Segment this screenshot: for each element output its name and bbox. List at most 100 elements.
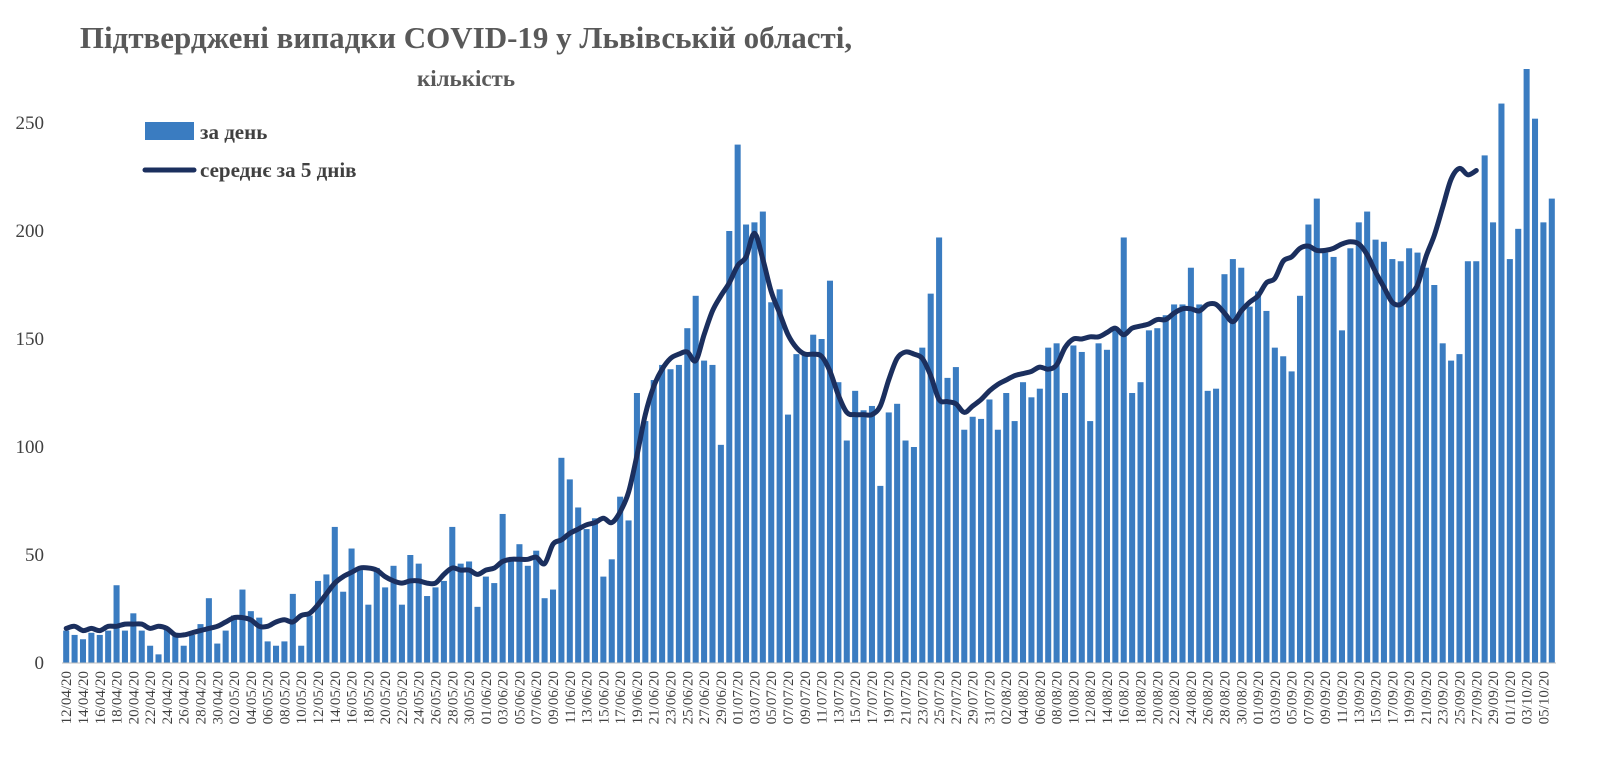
x-tick-label: 19/07/20 <box>882 671 898 724</box>
bar <box>1305 224 1312 663</box>
bar <box>910 447 917 663</box>
bar <box>189 634 196 663</box>
bar <box>1464 261 1471 663</box>
bar <box>1129 393 1136 663</box>
bar <box>365 604 372 663</box>
bar <box>936 237 943 664</box>
bar <box>1414 252 1421 663</box>
x-tick-label: 21/07/20 <box>899 671 915 724</box>
bar <box>432 587 439 663</box>
bar <box>1473 261 1480 663</box>
x-tick-label: 13/09/20 <box>1352 671 1368 724</box>
x-tick-label: 22/04/20 <box>143 671 159 724</box>
bar <box>491 583 498 663</box>
bar <box>608 559 615 663</box>
x-tick-label: 27/06/20 <box>697 671 713 724</box>
bar <box>1011 421 1018 663</box>
x-tick-label: 25/07/20 <box>932 671 948 724</box>
bar <box>1196 304 1203 663</box>
bar <box>340 591 347 663</box>
bar <box>877 485 884 663</box>
bar <box>1506 259 1513 663</box>
x-tick-label: 18/08/20 <box>1134 671 1150 724</box>
x-tick-label: 09/09/20 <box>1318 671 1334 724</box>
bar <box>247 611 254 663</box>
bar <box>1221 274 1228 663</box>
bar <box>1078 351 1085 663</box>
x-tick-label: 28/08/20 <box>1217 671 1233 724</box>
x-tick-label: 14/08/20 <box>1100 671 1116 724</box>
bar <box>214 643 221 663</box>
x-tick-label: 04/08/20 <box>1016 671 1032 724</box>
bar <box>1322 252 1329 663</box>
bar <box>424 596 431 663</box>
x-tick-label: 22/05/20 <box>395 671 411 724</box>
bar <box>273 645 280 663</box>
bar <box>449 526 456 663</box>
bar <box>407 555 414 663</box>
x-tick-label: 15/09/20 <box>1369 671 1385 724</box>
x-tick-label: 24/04/20 <box>160 671 176 724</box>
bar <box>1238 267 1245 663</box>
y-tick-label: 150 <box>16 329 45 350</box>
bar <box>1246 306 1253 663</box>
bar <box>1271 347 1278 663</box>
x-tick-label: 01/10/20 <box>1503 671 1519 724</box>
x-tick-label: 03/09/20 <box>1268 671 1284 724</box>
x-tick-label: 27/09/20 <box>1469 671 1485 724</box>
bar <box>415 563 422 663</box>
bar <box>650 380 657 663</box>
avg-line <box>63 165 1479 638</box>
bar <box>558 457 565 663</box>
bar <box>1171 304 1178 663</box>
bar <box>306 615 313 663</box>
x-tick-label: 07/07/20 <box>781 671 797 724</box>
bar <box>1313 198 1320 663</box>
bar <box>96 634 103 663</box>
bar <box>759 211 766 663</box>
x-tick-label: 16/04/20 <box>93 671 109 724</box>
bar <box>625 520 632 663</box>
bar <box>1145 330 1152 663</box>
bar <box>1372 239 1379 663</box>
bar <box>1263 310 1270 663</box>
bar <box>667 369 674 663</box>
bar <box>1296 295 1304 663</box>
x-tick-label: 17/06/20 <box>613 671 629 724</box>
bar <box>382 587 389 663</box>
bar <box>633 393 640 663</box>
bar <box>566 479 573 663</box>
bar <box>1120 237 1127 664</box>
x-tick-label: 28/05/20 <box>445 671 461 724</box>
bar <box>1112 328 1119 663</box>
bar <box>1338 330 1345 663</box>
bar <box>1456 354 1463 663</box>
bar <box>1523 69 1530 663</box>
x-tick-label: 16/08/20 <box>1117 671 1133 724</box>
bar <box>734 144 741 664</box>
bar <box>331 526 338 663</box>
x-tick-label: 01/07/20 <box>731 671 747 724</box>
x-tick-label: 05/06/20 <box>512 671 528 724</box>
x-tick-label: 02/08/20 <box>999 671 1015 724</box>
bar <box>1397 261 1404 663</box>
x-tick-label: 07/09/20 <box>1301 671 1317 724</box>
bar <box>768 302 775 663</box>
bar <box>642 421 649 663</box>
x-tick-label: 17/09/20 <box>1385 671 1401 724</box>
bar <box>902 440 909 663</box>
x-tick-label: 21/06/20 <box>647 671 663 724</box>
bar <box>1020 382 1027 663</box>
bar <box>1154 328 1161 663</box>
x-tick-label: 12/05/20 <box>311 671 327 724</box>
x-tick-label: 10/08/20 <box>1066 671 1082 724</box>
bar <box>222 630 229 663</box>
x-tick-label: 14/04/20 <box>76 671 92 724</box>
bar <box>1347 248 1354 663</box>
bar <box>818 339 825 663</box>
bar <box>810 334 817 663</box>
bar <box>314 580 322 663</box>
bar <box>121 630 128 663</box>
bar <box>1095 343 1102 663</box>
